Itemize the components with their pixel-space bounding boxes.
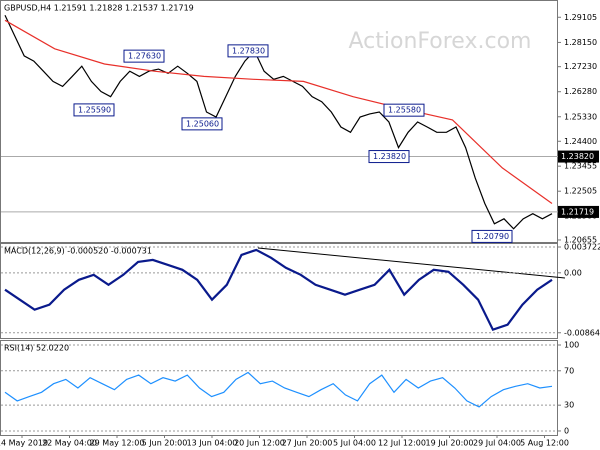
y-tick-label: 1.28150 (564, 38, 597, 47)
series-line (4, 19, 553, 204)
rsi-panel (0, 340, 558, 436)
y-tick-label: 100 (564, 340, 579, 349)
annotation-label: 1.23820 (373, 152, 406, 161)
x-tick-label: 29 May 12:00 (90, 439, 145, 448)
y-tick-label: 1.23455 (564, 162, 597, 171)
watermark: ActionForex.com (349, 29, 532, 54)
y-tick-label: 70 (564, 366, 574, 375)
y-tick-label: 1.22505 (564, 187, 597, 196)
annotation-box (227, 44, 269, 58)
y-tick-label: 1.25330 (564, 112, 597, 121)
series-line (4, 15, 553, 230)
y-tick-label: 1.27230 (564, 62, 597, 71)
y-tick-label: 0 (564, 426, 569, 435)
panel-title: GBPUSD,H4 1.21591 1.21828 1.21537 1.2171… (4, 4, 194, 13)
x-tick-label: 5 Jun 20:00 (142, 439, 188, 448)
annotation-label: 1.27830 (232, 46, 265, 55)
annotation-box (383, 103, 425, 117)
panel-title: MACD(12,26,9) -0.000520 -0.000731 (4, 247, 152, 256)
annotation-box (471, 229, 513, 243)
x-tick-label: 5 Jul 04:00 (333, 439, 376, 448)
series-line (4, 248, 553, 332)
level-label-box (558, 150, 599, 163)
y-tick-label: 1.26280 (564, 87, 597, 96)
y-tick-label: 0.00 (564, 268, 582, 277)
x-tick-label: 20 Jun 12:00 (234, 439, 285, 448)
annotation-label: 1.25590 (78, 105, 111, 114)
price-panel (0, 0, 558, 243)
y-tick-label: -0.008643 (564, 328, 600, 337)
annotation-label: 1.25060 (186, 119, 219, 128)
annotation-label: 1.20790 (476, 232, 509, 241)
x-tick-label: 19 Jul 20:00 (426, 439, 474, 448)
annotation-label: 1.27630 (128, 52, 161, 61)
x-tick-label: 29 Jul 04:00 (473, 439, 521, 448)
annotation-box (73, 103, 115, 117)
macd-panel (0, 243, 558, 339)
y-tick-label: 30 (564, 401, 574, 410)
y-tick-label: 1.29105 (564, 13, 597, 22)
annotation-box (181, 117, 223, 131)
y-tick-label: 1.24400 (564, 137, 597, 146)
series-line (4, 371, 553, 408)
annotation-box (123, 49, 165, 63)
annotation-label: 1.25580 (388, 106, 421, 115)
x-tick-label: 12 Jul 12:00 (378, 439, 426, 448)
x-tick-label: 5 Aug 12:00 (520, 439, 569, 448)
level-label-box (558, 205, 599, 218)
level-label: 1.21719 (561, 207, 594, 216)
annotation-box (368, 150, 410, 164)
x-tick-label: 13 Jun 04:00 (187, 439, 238, 448)
x-tick-label: 27 Jun 20:00 (282, 439, 333, 448)
x-tick-label: 14 May 2019 (0, 439, 48, 448)
y-tick-label: 1.20655 (564, 235, 597, 244)
y-tick-label: 0.003722 (564, 243, 600, 252)
x-tick-label: 22 May 04:00 (42, 439, 97, 448)
level-label: 1.23820 (561, 152, 594, 161)
panel-title: RSI(14) 52.0220 (4, 344, 69, 353)
